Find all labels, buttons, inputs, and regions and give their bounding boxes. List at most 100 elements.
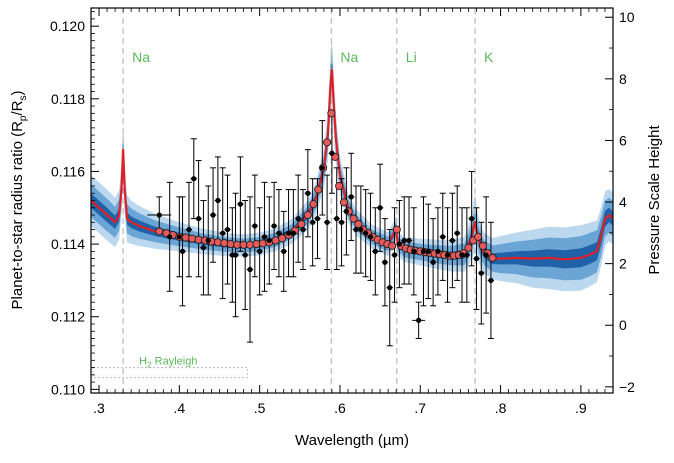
y-tick-label: 0.110 (51, 381, 85, 397)
x-tick-label: .5 (254, 400, 266, 416)
y2-tick-label: 8 (619, 71, 627, 87)
observation-point (478, 270, 484, 276)
y2-tick-label: 2 (619, 256, 627, 272)
observation-point (425, 248, 431, 254)
binned-model-point (258, 239, 267, 248)
y2-axis-label: Pressure Scale Height (646, 125, 663, 275)
observation-point (215, 197, 221, 204)
observation-point (435, 248, 441, 254)
y2-tick-label: 10 (619, 9, 635, 25)
binned-model-point (464, 243, 473, 252)
x-tick-label: .9 (575, 400, 587, 416)
observation-point (210, 212, 216, 218)
observation-point (252, 223, 258, 229)
observation-point (314, 216, 321, 222)
y2-tick-label: 4 (619, 194, 627, 210)
y-tick-label: 0.114 (51, 236, 85, 252)
rayleigh-label: H2 Rayleigh (139, 356, 197, 370)
x-tick-label: .6 (334, 400, 346, 416)
observation-point (411, 248, 417, 254)
y-tick-label: 0.112 (51, 309, 85, 325)
observation-point (377, 205, 383, 211)
observation-point (387, 285, 393, 291)
line-annotations: Na Na Li K (132, 49, 494, 65)
observation-point (156, 212, 162, 218)
y-tick-label: 0.116 (51, 163, 85, 179)
y2-tick-label: 0 (619, 317, 627, 333)
observation-point (353, 226, 359, 233)
rayleigh-marker: H2 Rayleigh (92, 356, 249, 379)
observation-point (232, 252, 239, 258)
binned-model-point (323, 138, 332, 147)
observation-point (454, 230, 460, 236)
observation-point (338, 219, 345, 225)
observation-point (271, 223, 277, 229)
observation-point (324, 219, 330, 225)
binned-model-point (392, 225, 401, 234)
x-tick-label: .4 (173, 400, 185, 416)
observation-point (290, 230, 296, 236)
line-annotation-label: Li (406, 49, 417, 65)
observation-point (310, 219, 316, 225)
observation-point (179, 248, 186, 254)
binned-model-point (303, 210, 312, 220)
x-axis-label: Wavelength (µm) (295, 432, 409, 449)
binned-model-point (181, 233, 190, 242)
observation-point (348, 194, 354, 200)
observation-point (459, 252, 465, 258)
observation-point (237, 201, 243, 207)
binned-model-point (354, 220, 363, 229)
binned-model-point (474, 232, 483, 241)
observation-point (449, 237, 455, 244)
observation-point (319, 165, 325, 171)
x-tick-label: .8 (495, 400, 507, 416)
observation-point (167, 234, 173, 240)
binned-model-point (349, 214, 358, 223)
observation-point (469, 216, 475, 222)
binned-model-point (327, 109, 336, 118)
observation-point (358, 226, 364, 233)
observation-point (444, 252, 451, 258)
binned-model-point (488, 253, 497, 262)
observation-point (488, 277, 494, 284)
observation-point (382, 259, 388, 265)
y-axis-label: Planet-to-star radius ratio (Rp/Rs) (9, 91, 29, 310)
y2-tick-label: −2 (619, 379, 635, 395)
observation-point (367, 234, 374, 240)
binned-model-point (309, 200, 318, 209)
rayleigh-range-box (92, 367, 249, 379)
observation-point (247, 266, 253, 273)
observation-point (334, 216, 340, 222)
observation-point (391, 252, 398, 258)
observation-point (266, 237, 272, 244)
observation-point (220, 230, 226, 236)
y-tick-label: 0.120 (50, 18, 85, 34)
binned-model-point (314, 185, 323, 194)
observation-point (205, 237, 211, 244)
line-annotation-label: Na (340, 49, 358, 65)
y-tick-label: 0.118 (51, 91, 85, 107)
observation-point (276, 230, 282, 236)
observation-point (295, 216, 301, 222)
line-annotation-label: Na (132, 49, 150, 65)
binned-model-point (339, 198, 349, 207)
binned-model-point (188, 234, 197, 243)
observation-point (224, 226, 231, 233)
observation-point (401, 237, 407, 244)
observation-point (440, 234, 446, 240)
observation-point (406, 237, 412, 244)
observation-point (343, 208, 349, 214)
binned-model-point (220, 238, 229, 248)
observation-point (191, 176, 197, 182)
observation-point (473, 256, 480, 262)
observation-point (285, 230, 292, 236)
observation-point (372, 248, 378, 254)
observation-point (261, 234, 268, 240)
observation-point (363, 230, 369, 236)
observation-point (300, 226, 306, 233)
binned-model-point (478, 241, 487, 250)
observation-point (416, 317, 422, 323)
observation-point (176, 234, 182, 240)
